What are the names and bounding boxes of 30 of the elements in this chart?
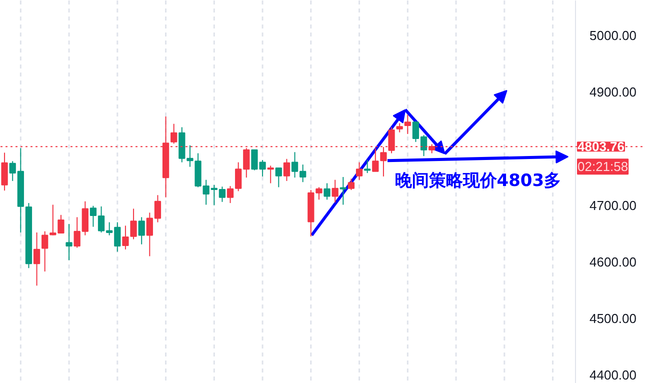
annotation: 晚间策略现价4803多 bbox=[394, 170, 562, 191]
candlestick bbox=[130, 208, 137, 240]
candlestick bbox=[226, 186, 234, 204]
y-tick-label: 5000.00 bbox=[590, 28, 636, 44]
y-tick-label: 4900.00 bbox=[590, 84, 636, 100]
annotation: 02:21:58 bbox=[578, 159, 628, 174]
candlestick bbox=[332, 179, 338, 203]
candlestick bbox=[396, 122, 403, 133]
candlestick bbox=[324, 182, 330, 200]
candlestick bbox=[42, 230, 48, 272]
candlestick bbox=[283, 158, 290, 182]
candlestick bbox=[122, 225, 129, 250]
y-tick-label: 4700.00 bbox=[590, 198, 636, 213]
candlestick bbox=[267, 165, 274, 184]
candlestick bbox=[275, 167, 282, 188]
candlestick bbox=[1, 152, 8, 192]
y-tick-label: 4500.00 bbox=[590, 310, 636, 326]
y-tick-label: 4400.00 bbox=[590, 368, 636, 383]
candlestick bbox=[404, 114, 411, 135]
candlestick bbox=[340, 176, 346, 206]
candlestick bbox=[170, 123, 178, 144]
candlestick bbox=[33, 232, 40, 286]
candlestick bbox=[66, 223, 72, 261]
candlestick bbox=[348, 178, 355, 191]
y-tick-label: 4600.00 bbox=[590, 254, 636, 270]
candlestick bbox=[356, 162, 363, 180]
candlestick bbox=[138, 216, 145, 245]
candlestick bbox=[364, 160, 371, 174]
ref-line-label: 4803.76 bbox=[578, 139, 624, 154]
candlestick bbox=[380, 146, 387, 177]
